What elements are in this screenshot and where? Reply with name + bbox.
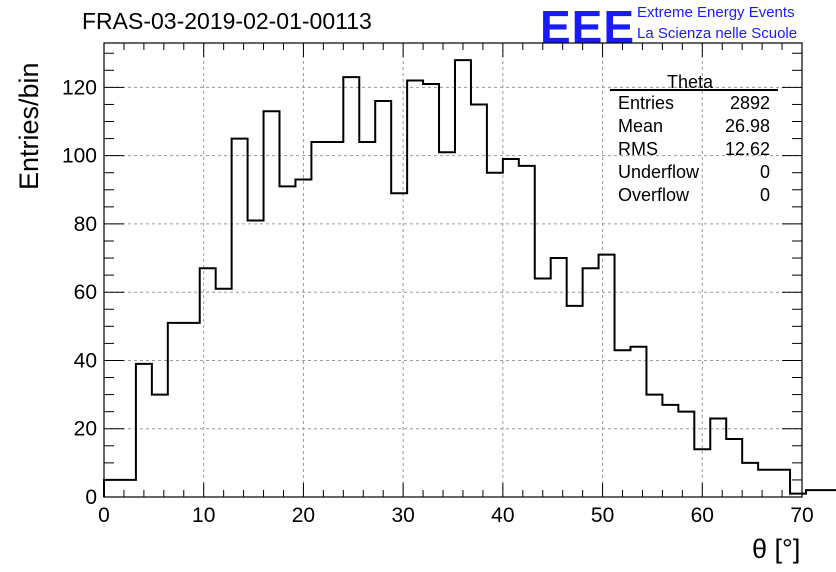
histogram-bin [136,364,152,497]
histogram-bin [200,268,216,497]
histogram-bin [471,104,487,497]
stats-row-label: Entries [618,93,674,113]
histogram-bin [407,81,423,497]
chart-title: FRAS-03-2019-02-01-00113 [82,8,372,34]
histogram-bin [551,258,567,497]
histogram-bin [152,395,168,497]
stats-row-label: Mean [618,116,663,136]
x-tick-label: 10 [192,504,215,527]
histogram-bin [567,306,583,497]
y-tick-label: 40 [74,349,97,372]
x-tick-label: 30 [391,504,414,527]
histogram-bin [742,463,758,497]
histogram-bin [599,255,615,497]
x-tick-label: 20 [292,504,315,527]
histogram-bin [455,60,471,497]
histogram-bin [726,439,742,497]
histogram-bin [646,395,662,497]
histogram-bin [311,142,327,497]
y-tick-label: 100 [62,145,97,168]
histogram-bin [375,101,391,497]
stats-row-value: 12.62 [725,139,770,159]
histogram-outline [103,59,836,497]
stats-row-value: 2892 [730,93,770,113]
histogram-bin [678,412,694,497]
histogram-bin [503,159,519,497]
x-tick-label: 0 [98,504,110,527]
histogram-bin [583,268,599,497]
histogram-bin [184,323,200,497]
histogram-bin [662,405,678,497]
histogram-bin [630,347,646,497]
histogram-bin [615,350,631,497]
y-tick-label: 0 [85,486,97,509]
x-tick-label: 40 [491,504,514,527]
histogram-bin [343,77,359,497]
y-tick-label: 20 [74,418,97,441]
x-tick-label: 50 [591,504,614,527]
histogram-bin [327,142,343,497]
stats-row-value: 0 [760,185,770,205]
histogram-bin [216,289,232,497]
stats-row-label: Overflow [618,185,690,205]
stats-box-title: Theta [667,72,714,92]
histogram-bin [439,152,455,497]
histogram-bin [822,490,836,497]
x-tick-label: 70 [790,504,813,527]
x-tick-label: 60 [691,504,714,527]
histogram-bin [359,142,375,497]
stats-row-label: Underflow [618,162,700,182]
eee-logo: EEE [540,1,636,53]
histogram-bin [264,111,280,497]
histogram-bin [806,490,822,497]
histogram-bin [423,84,439,497]
stats-row-value: 0 [760,162,770,182]
histogram-bin [487,173,503,497]
histogram-bin [168,323,184,497]
histogram-bin [104,480,120,497]
plot-frame [103,42,803,498]
histogram-bin [519,166,535,497]
histogram-bin [279,186,295,497]
y-tick-label: 80 [74,213,97,236]
histogram-bin [758,470,774,497]
histogram-bin [120,480,136,497]
stats-row-value: 26.98 [725,116,770,136]
logo-line-2: La Scienza nelle Scuole [637,25,798,42]
histogram-bin [391,193,407,497]
x-axis-label: θ [°] [752,534,801,564]
histogram-bin [535,279,551,497]
stats-row-label: RMS [618,139,658,159]
histogram-bin [232,139,248,497]
y-tick-label: 60 [74,281,97,304]
y-tick-label: 120 [62,76,97,99]
logo-line-1: Extreme Energy Events [637,4,795,21]
histogram-bin [248,221,264,497]
histogram-bin [710,418,726,497]
